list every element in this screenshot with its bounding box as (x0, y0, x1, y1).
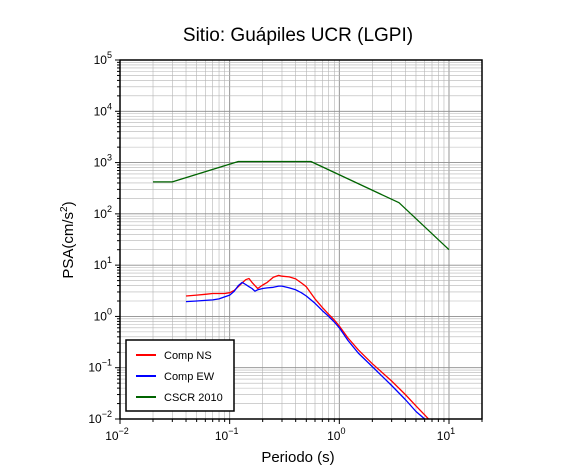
y-axis-label-sup: 2 (59, 206, 70, 212)
x-tick-label: 101 (437, 426, 455, 443)
series-layer (153, 160, 450, 419)
x-axis-label: Periodo (s) (261, 449, 334, 466)
grid (119, 59, 483, 420)
y-tick-label: 102 (94, 204, 112, 221)
y-tick-label: 103 (94, 153, 112, 170)
y-tick-label: 104 (94, 101, 112, 118)
y-axis-label: PSA(cm/s2) (59, 201, 77, 278)
y-axis-label-main: PSA(cm/s (60, 212, 77, 279)
y-tick-label: 105 (94, 50, 112, 67)
y-axis-label-tail: ) (60, 201, 77, 206)
x-tick-label: 100 (327, 426, 345, 443)
legend-label: Comp NS (164, 350, 212, 362)
x-tick-label: 10−2 (105, 426, 129, 443)
legend: Comp NS Comp EW CSCR 2010 (125, 339, 235, 412)
x-tick-label: 10−1 (215, 426, 239, 443)
legend-label: CSCR 2010 (164, 392, 223, 404)
plot-frame (119, 59, 483, 420)
legend-label: Comp EW (164, 371, 215, 383)
y-tick-label: 100 (94, 306, 112, 323)
y-tick-label: 10−1 (88, 358, 112, 375)
series-line-2 (153, 160, 450, 251)
y-tick-label: 10−2 (88, 409, 112, 426)
series-line-1 (185, 281, 426, 419)
chart-title: Sitio: Guápiles UCR (LGPI) (183, 25, 413, 46)
series-line-0 (185, 274, 429, 419)
y-tick-label: 101 (94, 255, 112, 272)
